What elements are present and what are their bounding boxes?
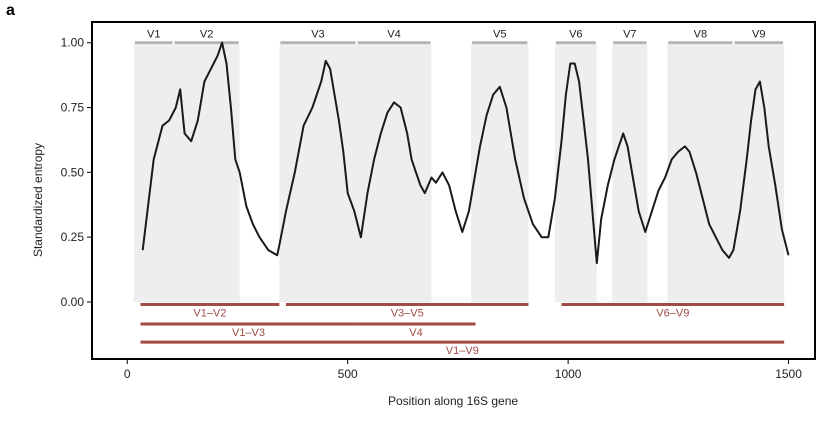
amplicon-label: V6–V9: [656, 308, 689, 320]
region-band: [612, 44, 648, 302]
amplicon-label: V1–V3: [232, 327, 265, 339]
y-tick-label: 0.75: [61, 101, 85, 115]
region-band: [133, 44, 174, 302]
region-label: V9: [752, 29, 765, 41]
region-band: [173, 44, 240, 302]
region-band: [471, 44, 529, 302]
region-label: V1: [147, 29, 160, 41]
x-tick-label: 500: [338, 367, 358, 381]
y-tick-label: 0.00: [61, 295, 85, 309]
y-tick-label: 0.50: [61, 165, 85, 179]
x-tick-label: 1000: [555, 367, 582, 381]
region-label: V4: [387, 29, 400, 41]
amplicon-label: V4: [409, 327, 422, 339]
amplicon-label: V1–V2: [193, 308, 226, 320]
entropy-series: [141, 41, 790, 265]
plot-frame: [91, 21, 816, 360]
amplicon-label: V3–V5: [391, 308, 424, 320]
amplicons: V1–V2 V3–V5 V6–V9 V1–V3 V4 V1–V9: [140, 303, 785, 357]
y-axis-label: Standardized entropy: [31, 143, 45, 257]
region-label: V5: [493, 29, 506, 41]
region-label: V8: [694, 29, 707, 41]
region-label: V6: [569, 29, 582, 41]
variable-regions: V1 V2 V3 V4 V5 V6 V7 V8 V9: [133, 29, 785, 302]
y-tick-label: 1.00: [61, 36, 85, 50]
x-tick-label: 1500: [775, 367, 802, 381]
panel-label: a: [6, 2, 15, 19]
y-tick-label: 0.25: [61, 230, 85, 244]
region-band: [733, 44, 785, 302]
region-label: V2: [200, 29, 213, 41]
region-band: [667, 44, 734, 302]
x-axis-label: Position along 16S gene: [388, 394, 518, 408]
amplicon-label: V1–V9: [446, 345, 479, 357]
x-tick-label: 0: [124, 367, 131, 381]
region-label: V7: [623, 29, 636, 41]
region-band: [279, 44, 357, 302]
region-band: [554, 44, 597, 302]
region-band: [356, 44, 432, 302]
entropy-line: [141, 41, 790, 265]
region-label: V3: [311, 29, 324, 41]
axes: 0.00 0.25 0.50 0.75 1.00 0 500 1000 1500: [61, 36, 803, 381]
